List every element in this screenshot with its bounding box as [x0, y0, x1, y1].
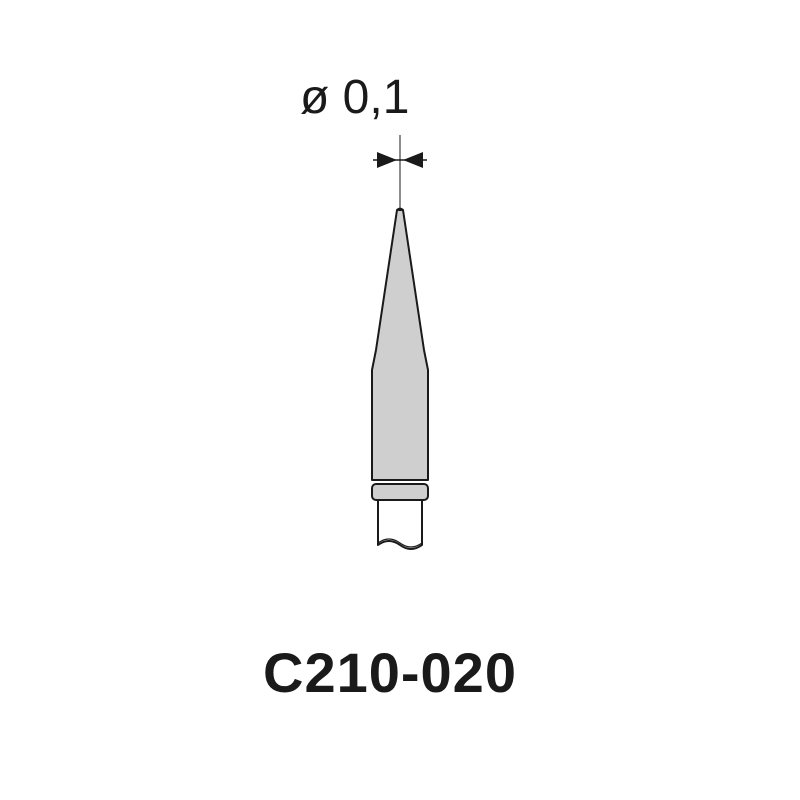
- part-number-label: C210-020: [263, 640, 517, 705]
- dimension-label: ø 0,1: [300, 70, 409, 125]
- diagram-canvas: ø 0,1 C210-020: [0, 0, 800, 800]
